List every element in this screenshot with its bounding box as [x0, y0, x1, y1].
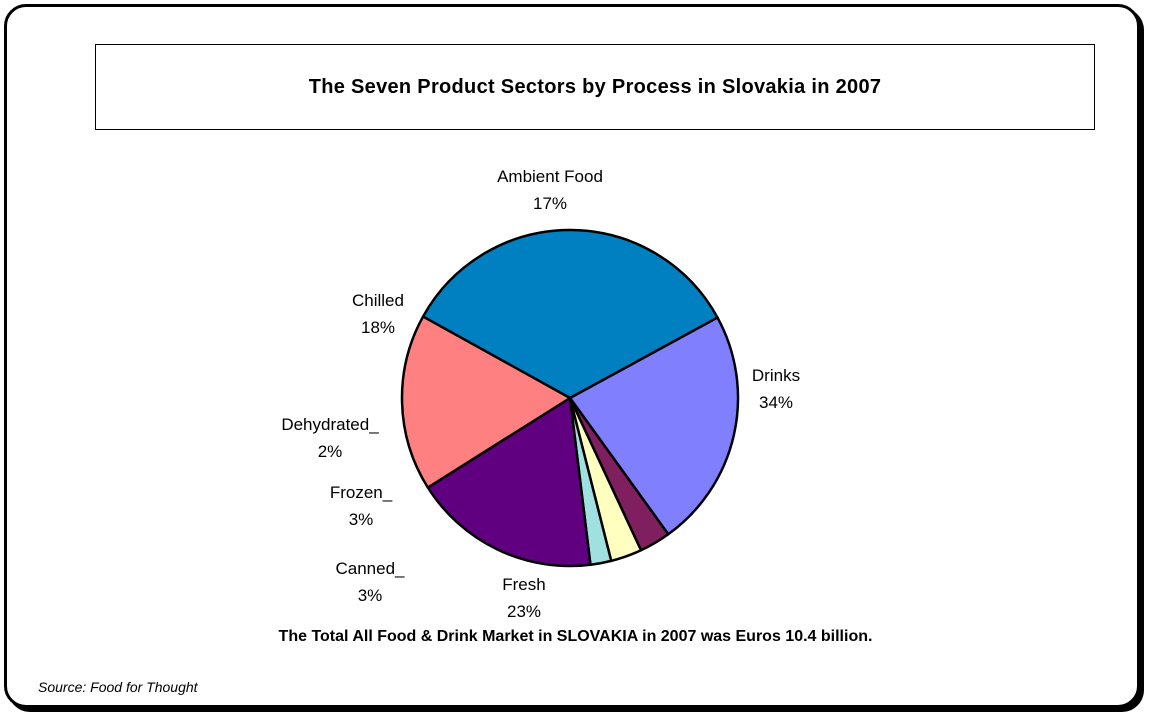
- slice-name-label: Drinks: [752, 366, 800, 385]
- source-note: Source: Food for Thought: [38, 679, 198, 695]
- pie-slices: [400, 228, 740, 568]
- slice-percent-label: 34%: [759, 393, 793, 412]
- pie-slice-fresh: [568, 316, 740, 536]
- pie-slice-ambient-food: [400, 315, 572, 489]
- slice-labels: Drinks 34% Fresh 23% Canned_ 3% Frozen_ 3% Dehyd…: [281, 167, 800, 621]
- slice-name-label: Dehydrated_: [281, 415, 379, 434]
- pie-slice-chilled: [426, 396, 592, 568]
- slice-name-label: Ambient Food: [497, 167, 603, 186]
- title-box: The Seven Product Sectors by Process in …: [95, 44, 1095, 130]
- slice-percent-label: 2%: [318, 442, 343, 461]
- slice-name-label: Fresh: [502, 575, 545, 594]
- slice-name-label: Canned_: [335, 559, 405, 578]
- slice-percent-label: 17%: [533, 194, 567, 213]
- slice-name-label: Chilled: [352, 291, 404, 310]
- slice-percent-label: 3%: [358, 586, 383, 605]
- slice-percent-label: 3%: [349, 510, 374, 529]
- slice-percent-label: 23%: [507, 602, 541, 621]
- market-total-note: The Total All Food & Drink Market in SLO…: [278, 628, 873, 645]
- slice-percent-label: 18%: [361, 318, 395, 337]
- slice-name-label: Frozen_: [330, 483, 393, 502]
- chart-title: The Seven Product Sectors by Process in …: [308, 75, 882, 98]
